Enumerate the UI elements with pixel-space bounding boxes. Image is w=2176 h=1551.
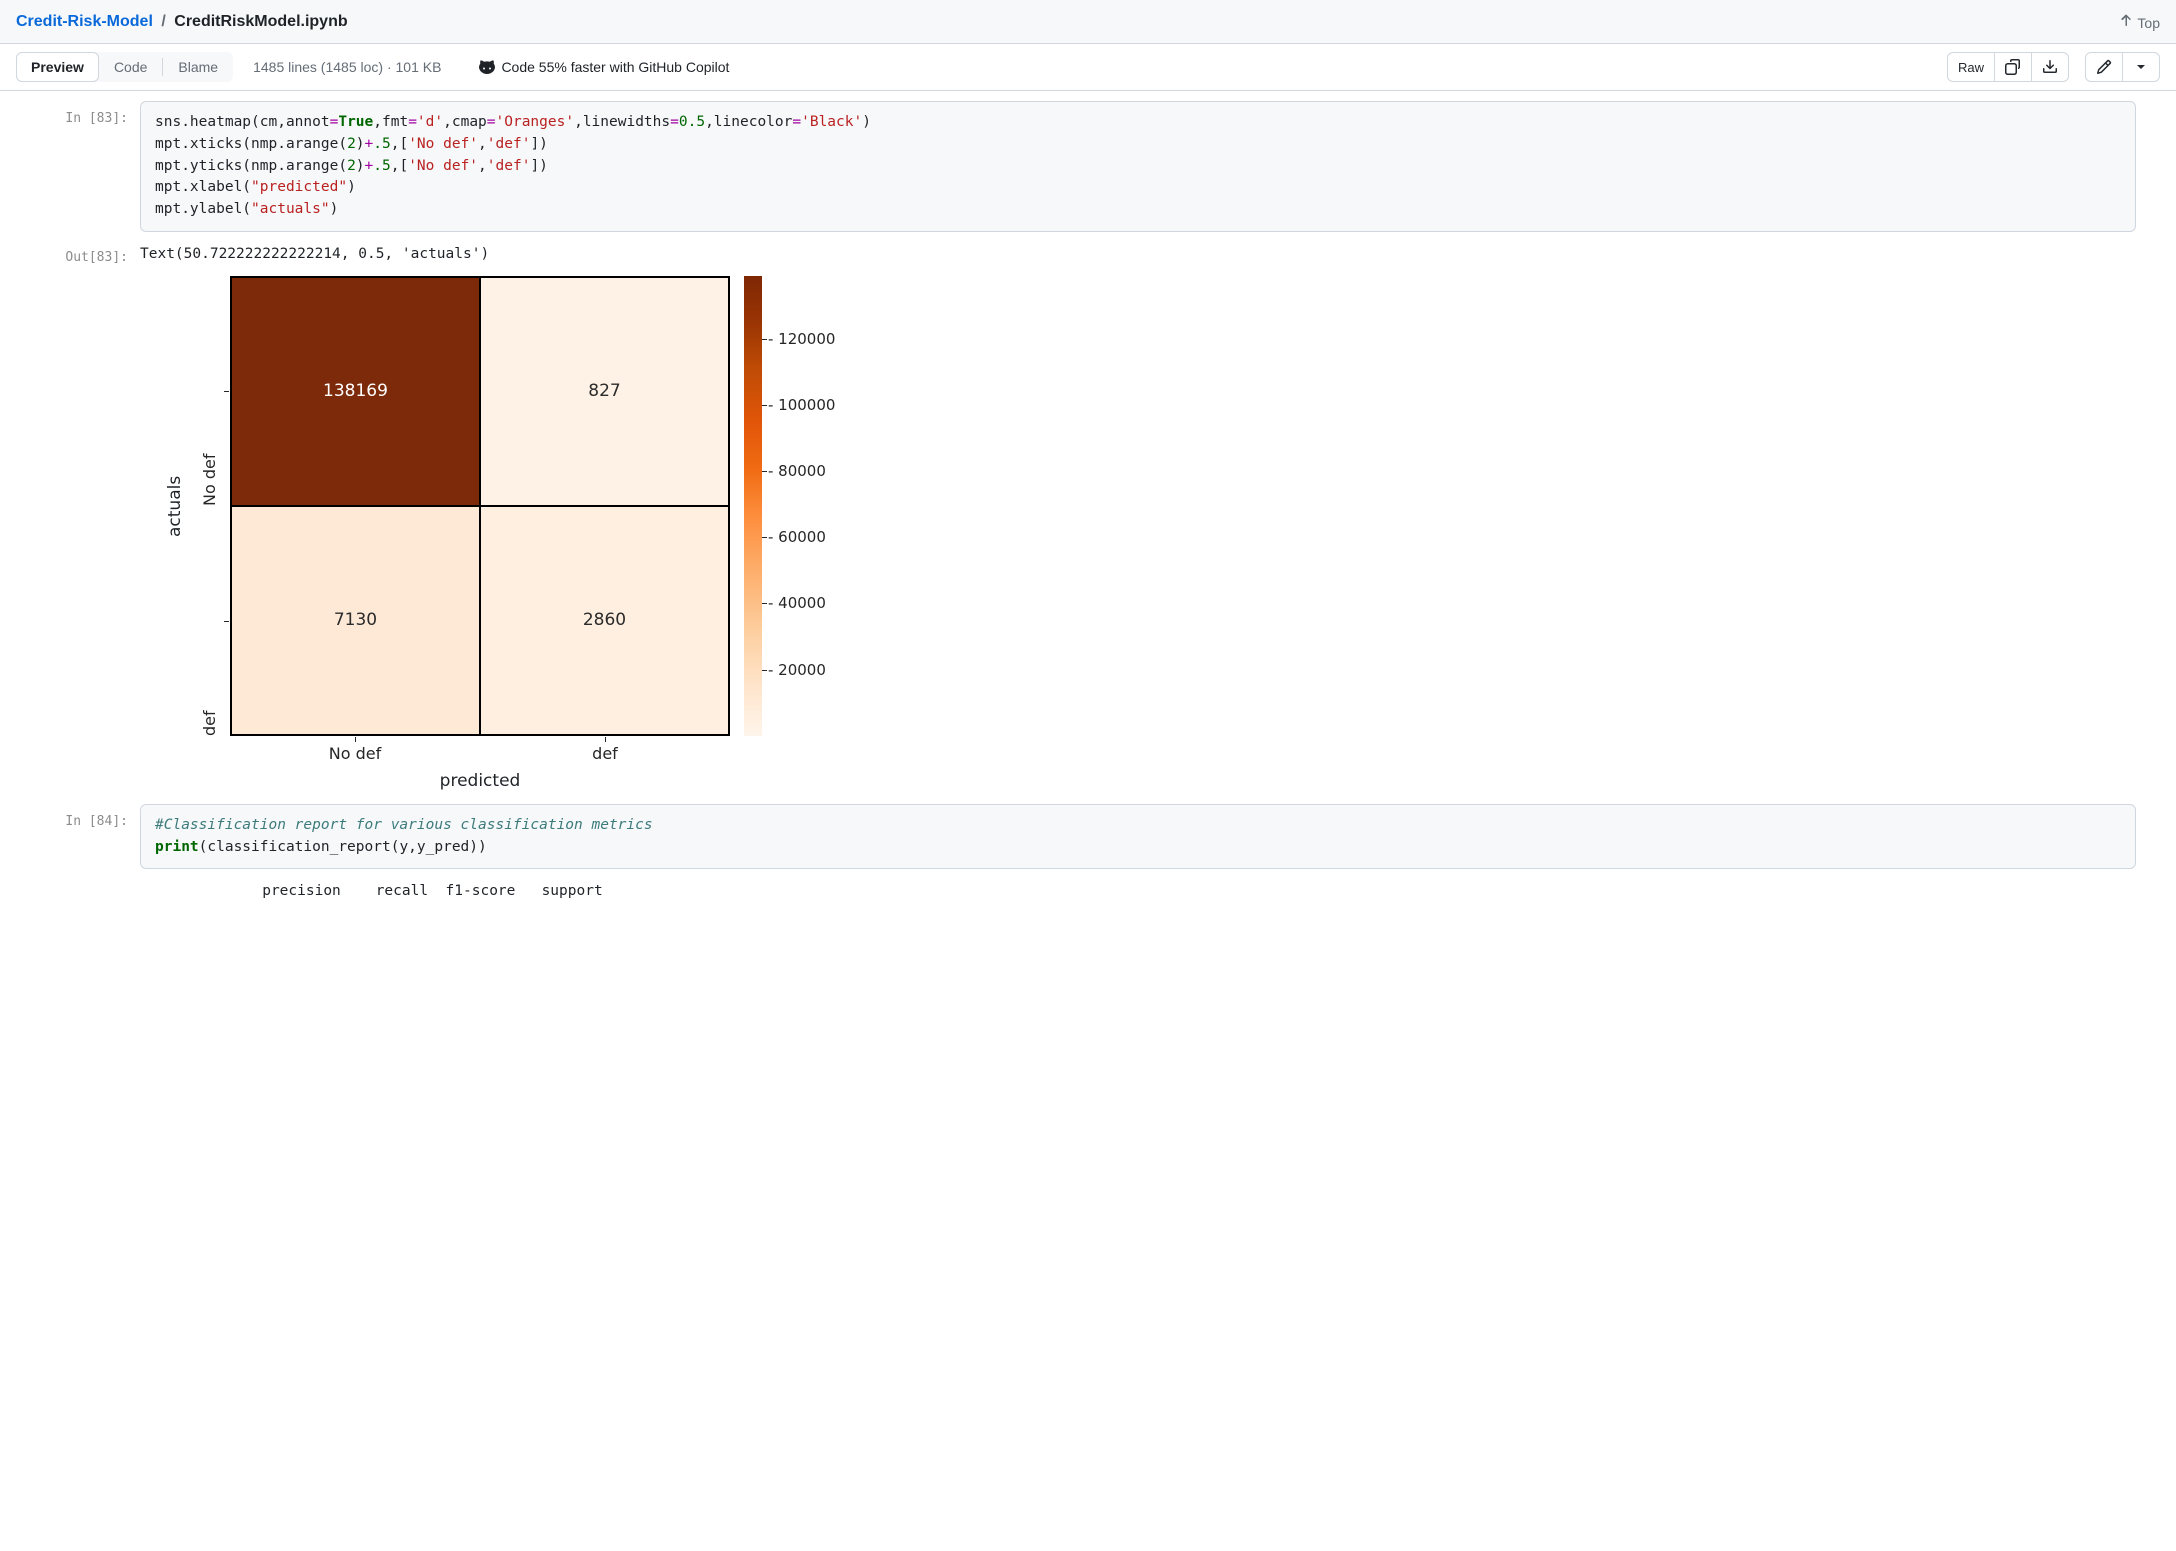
heatmap-xtick-1: def	[480, 744, 730, 763]
more-button[interactable]	[2122, 52, 2160, 82]
file-stats: 1485 lines (1485 loc) · 101 KB	[253, 59, 441, 75]
heatmap-ylabel: actuals	[165, 276, 185, 736]
breadcrumb-sep: /	[161, 13, 165, 30]
colorbar-tick: - 40000	[768, 594, 826, 612]
colorbar-tickmark	[762, 405, 767, 406]
colorbar-tick: - 120000	[768, 330, 835, 348]
heatmap-cell-0-1: 827	[480, 277, 729, 506]
output-cell: Out[83]: Text(50.722222222222214, 0.5, '…	[40, 240, 2136, 796]
colorbar-tickmark	[762, 537, 767, 538]
view-tabs: Preview Code Blame	[16, 52, 233, 82]
heatmap-ytick-0: No def	[200, 276, 219, 506]
copilot-icon	[479, 59, 495, 75]
colorbar-tickmark	[762, 339, 767, 340]
input-cell: In [83]: sns.heatmap(cm,annot=True,fmt='…	[40, 101, 2136, 232]
raw-button[interactable]: Raw	[1947, 52, 1994, 82]
colorbar-tick: - 20000	[768, 661, 826, 679]
top-link[interactable]: Top	[2118, 12, 2160, 31]
colorbar-tickmark	[762, 471, 767, 472]
copy-button[interactable]	[1994, 52, 2031, 82]
heatmap-ytick-1: def	[200, 506, 219, 736]
file-toolbar: Preview Code Blame 1485 lines (1485 loc)…	[0, 44, 2176, 91]
heatmap-xtick-0: No def	[230, 744, 480, 763]
tab-blame[interactable]: Blame	[163, 52, 233, 82]
heatmap-cell-1-1: 2860	[480, 506, 729, 735]
code-block[interactable]: #Classification report for various class…	[140, 804, 2136, 870]
colorbar-tickmark	[762, 670, 767, 671]
heatmap-figure: actuals No def def 138169 827 7130 2860	[140, 276, 860, 796]
tab-preview[interactable]: Preview	[16, 52, 99, 82]
copilot-text: Code 55% faster with GitHub Copilot	[501, 59, 729, 75]
download-button[interactable]	[2031, 52, 2069, 82]
edit-button[interactable]	[2085, 52, 2122, 82]
arrow-up-icon	[2118, 12, 2134, 28]
input-prompt: In [83]:	[40, 101, 140, 232]
tab-code[interactable]: Code	[99, 52, 162, 82]
output-text: Text(50.722222222222214, 0.5, 'actuals')	[140, 240, 2136, 276]
repo-link[interactable]: Credit-Risk-Model	[16, 13, 153, 30]
heatmap-xlabel: predicted	[230, 771, 730, 791]
heatmap-cell-1-0: 7130	[231, 506, 480, 735]
output-cell: precision recall f1-score support	[40, 877, 2136, 913]
top-label: Top	[2137, 15, 2160, 31]
colorbar-tick: - 80000	[768, 462, 826, 480]
code-block[interactable]: sns.heatmap(cm,annot=True,fmt='d',cmap='…	[140, 101, 2136, 232]
colorbar-tickmark	[762, 603, 767, 604]
breadcrumb: Credit-Risk-Model / CreditRiskModel.ipyn…	[16, 13, 348, 31]
colorbar-tick: - 60000	[768, 528, 826, 546]
output-prompt-empty	[40, 877, 140, 913]
copy-icon	[2005, 59, 2021, 75]
output-text: precision recall f1-score support	[140, 877, 2136, 913]
caret-down-icon	[2133, 59, 2149, 75]
pencil-icon	[2096, 59, 2112, 75]
breadcrumb-bar: Credit-Risk-Model / CreditRiskModel.ipyn…	[0, 0, 2176, 44]
colorbar-tick: - 100000	[768, 396, 835, 414]
notebook: In [83]: sns.heatmap(cm,annot=True,fmt='…	[0, 91, 2176, 951]
copilot-banner[interactable]: Code 55% faster with GitHub Copilot	[479, 59, 729, 75]
input-cell: In [84]: #Classification report for vari…	[40, 804, 2136, 870]
download-icon	[2042, 59, 2058, 75]
file-name: CreditRiskModel.ipynb	[174, 13, 347, 30]
input-prompt: In [84]:	[40, 804, 140, 870]
output-prompt: Out[83]:	[40, 240, 140, 796]
heatmap-cell-0-0: 138169	[231, 277, 480, 506]
colorbar	[744, 276, 762, 736]
heatmap-grid: 138169 827 7130 2860	[230, 276, 730, 736]
